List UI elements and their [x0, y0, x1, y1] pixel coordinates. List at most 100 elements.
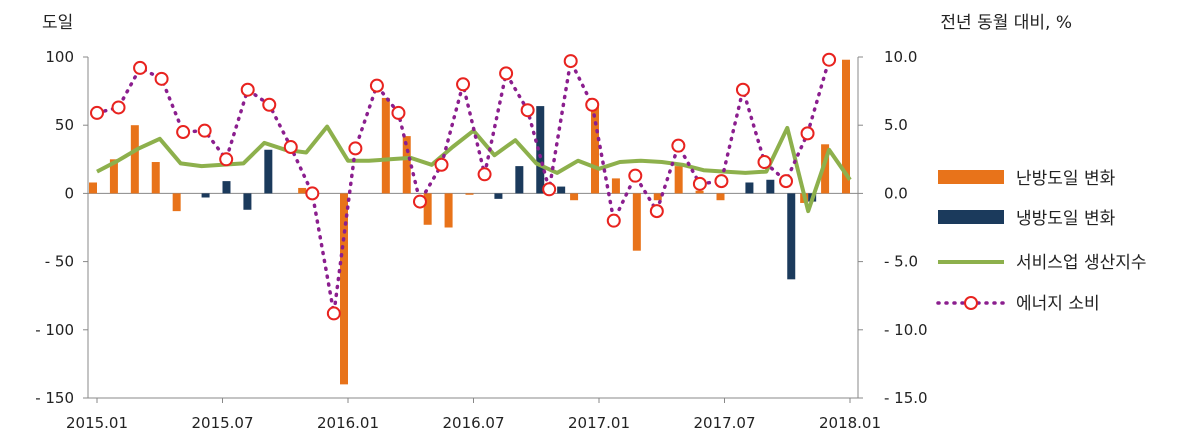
marker-energy: [735, 82, 750, 97]
legend-swatch-cooling: [938, 210, 1004, 224]
marker-energy: [90, 105, 104, 120]
bar-heating: [821, 144, 830, 194]
marker-energy: [671, 138, 686, 153]
bar-heating: [465, 193, 474, 195]
bar-heating: [570, 193, 579, 201]
bar-heating: [423, 193, 432, 225]
right-tick-label: - 15.0: [884, 389, 928, 407]
marker-energy: [434, 157, 449, 172]
legend-swatch-heating: [938, 170, 1004, 184]
marker-energy: [456, 77, 471, 92]
bar-heating: [151, 162, 160, 194]
bar-heating: [611, 178, 620, 194]
marker-energy: [692, 176, 707, 191]
legend-marker-energy: [964, 296, 978, 310]
legend-label: 서비스업 생산지수: [1016, 253, 1147, 273]
right-tick-label: 5.0: [884, 116, 908, 134]
right-tick-label: - 5.0: [884, 253, 918, 271]
x-tick-label: 2018.01: [819, 414, 881, 432]
bar-cooling: [243, 193, 252, 210]
bar-cooling: [494, 193, 503, 199]
x-tick-label: 2015.01: [66, 414, 128, 432]
marker-energy: [649, 204, 664, 219]
legend-label: 냉방도일 변화: [1016, 209, 1116, 229]
marker-energy: [477, 167, 492, 182]
left-tick-label: - 150: [35, 389, 74, 407]
marker-energy: [563, 54, 578, 69]
bar-heating: [653, 193, 662, 201]
bar-cooling: [536, 106, 545, 194]
marker-energy: [542, 182, 557, 197]
bar-cooling: [264, 149, 273, 194]
right-tick-label: 0.0: [884, 184, 908, 202]
marker-energy: [391, 105, 406, 120]
marker-energy: [822, 52, 837, 67]
marker-energy: [154, 71, 169, 86]
x-tick-label: 2016.01: [317, 414, 379, 432]
marker-energy: [606, 213, 621, 228]
right-tick-label: 10.0: [884, 48, 917, 66]
bar-heating: [89, 182, 97, 194]
marker-energy: [176, 125, 191, 140]
marker-energy: [369, 78, 384, 93]
bar-cooling: [745, 182, 754, 194]
x-tick-label: 2017.07: [693, 414, 755, 432]
right-axis-title: 전년 동월 대비, %: [940, 13, 1072, 33]
bar-heating: [402, 136, 411, 194]
left-tick-label: - 100: [35, 321, 74, 339]
right-tick-label: - 10.0: [884, 321, 928, 339]
bar-heating: [130, 125, 139, 194]
marker-energy: [800, 126, 815, 141]
marker-energy: [240, 82, 255, 97]
marker-energy: [111, 100, 126, 115]
bar-cooling: [766, 179, 775, 194]
left-tick-label: - 50: [45, 253, 74, 271]
marker-energy: [219, 152, 234, 167]
marker-energy: [520, 103, 535, 118]
x-tick-label: 2015.07: [191, 414, 253, 432]
marker-energy: [412, 194, 427, 209]
bar-heating: [842, 59, 850, 194]
x-tick-label: 2017.01: [568, 414, 630, 432]
x-tick-label: 2016.07: [442, 414, 504, 432]
bar-heating: [340, 193, 348, 385]
bar-heating: [695, 190, 704, 194]
bar-heating: [381, 97, 390, 194]
bar-cooling: [787, 193, 796, 280]
marker-energy: [628, 168, 643, 183]
line-service-production: [96, 124, 852, 214]
bar-heating: [591, 106, 599, 194]
left-axis-title: 도일: [42, 13, 73, 33]
marker-energy: [305, 186, 320, 201]
bar-cooling: [222, 181, 231, 194]
plot-area: 100 50 0 - 50 - 100 - 150 10.0 5.0 0.0 - 5.0 - 10.…: [35, 48, 927, 432]
bar-cooling: [515, 166, 524, 194]
bar-heating: [674, 166, 683, 194]
marker-energy: [283, 140, 298, 155]
legend-label: 난방도일 변화: [1016, 169, 1116, 189]
marker-energy: [499, 66, 514, 81]
legend-label: 에너지 소비: [1016, 294, 1100, 314]
left-tick-label: 50: [55, 116, 74, 134]
left-tick-label: 100: [45, 48, 74, 66]
bar-heating: [716, 193, 725, 201]
bar-cooling: [557, 186, 566, 194]
bar-heating: [172, 193, 181, 212]
marker-energy: [197, 123, 212, 138]
marker-energy: [714, 174, 729, 189]
marker-energy: [133, 60, 148, 75]
bar-heating: [632, 193, 641, 251]
marker-energy: [262, 97, 277, 112]
marker-energy: [585, 97, 600, 112]
bar-heating: [109, 159, 118, 194]
marker-energy: [779, 174, 794, 189]
marker-energy: [348, 141, 363, 156]
marker-energy: [326, 306, 341, 321]
bar-heating: [444, 193, 453, 228]
bar-cooling: [201, 193, 210, 198]
marker-energy: [757, 155, 772, 170]
bar-heating: [298, 187, 307, 194]
left-tick-label: 0: [64, 184, 74, 202]
